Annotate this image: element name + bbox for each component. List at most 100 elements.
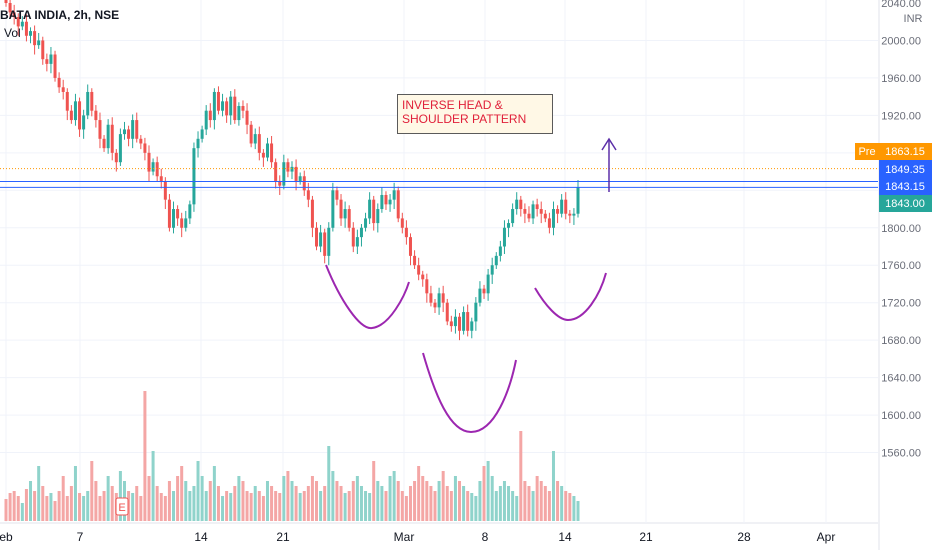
volume-bar: [519, 431, 523, 521]
candle-body: [466, 312, 470, 331]
volume-bar: [458, 481, 462, 521]
candle-body: [86, 91, 90, 116]
volume-bar: [539, 481, 543, 521]
candle-body: [261, 152, 265, 158]
candle-body: [531, 204, 535, 219]
volume-bar: [24, 489, 28, 521]
volume-bar: [572, 496, 576, 521]
candle-body: [188, 204, 192, 219]
candle-body: [78, 101, 82, 130]
candle-body: [306, 190, 310, 200]
candle-body: [392, 190, 396, 200]
volume-bar: [462, 486, 466, 521]
candle-body: [445, 302, 449, 322]
candle-body: [343, 209, 347, 219]
candle-body: [568, 213, 572, 216]
candle-body: [421, 274, 425, 280]
candle-body: [547, 218, 551, 228]
pattern-annotation: INVERSE HEAD & SHOULDER PATTERN: [397, 94, 553, 134]
candle-body: [127, 129, 131, 139]
candle-body: [110, 124, 114, 153]
candle-body: [196, 138, 200, 149]
volume-bar: [437, 481, 441, 521]
volume-bar: [180, 466, 184, 521]
candle-body: [24, 21, 28, 36]
volume-bar: [33, 491, 37, 521]
candle-body: [20, 21, 24, 27]
volume-bar: [445, 486, 449, 521]
volume-bar: [265, 481, 269, 521]
volume-bar: [368, 493, 372, 521]
candle-body: [270, 143, 274, 163]
candle-body: [494, 255, 498, 266]
pre-value-text: 1863.15: [885, 146, 925, 158]
candle-body: [298, 176, 302, 181]
candle-body: [118, 134, 122, 163]
candle-body: [458, 316, 462, 331]
candle-body: [114, 152, 118, 163]
candle-body: [90, 91, 94, 111]
candle-body: [372, 199, 376, 224]
volume-bar: [331, 471, 335, 521]
volume-bar: [249, 493, 253, 521]
volume-bar: [167, 481, 171, 521]
volume-bar: [188, 491, 192, 521]
volume-bar: [216, 486, 220, 521]
candle-body: [102, 138, 106, 149]
candle-body: [453, 316, 457, 327]
volume-bar: [478, 481, 482, 521]
volume-bar: [98, 496, 102, 521]
volume-bar: [139, 496, 143, 521]
time-tick-label: 21: [276, 530, 290, 544]
volume-label: Vol: [4, 26, 21, 40]
volume-bar: [515, 496, 519, 521]
volume-bar: [20, 503, 24, 521]
candle-body: [462, 312, 466, 331]
candle-body: [319, 232, 323, 247]
volume-bar: [78, 493, 82, 521]
volume-bar: [429, 486, 433, 521]
volume-bar: [155, 486, 159, 521]
candle-body: [429, 293, 433, 303]
candle-body: [57, 77, 61, 88]
candle-body: [204, 110, 208, 130]
volume-bar: [421, 476, 425, 521]
volume-bar: [417, 466, 421, 521]
time-tick-label: 28: [737, 530, 751, 544]
volume-bar: [172, 491, 176, 521]
candle-body: [335, 190, 339, 200]
candle-body: [482, 288, 486, 294]
candle-body: [37, 40, 41, 46]
volume-bar: [298, 493, 302, 521]
volume-bar: [543, 486, 547, 521]
candle-body: [560, 199, 564, 214]
candle-body: [16, 17, 20, 27]
candle-body: [237, 106, 241, 121]
volume-bar: [413, 481, 417, 521]
candle-body: [212, 91, 216, 121]
last-price-badge: [879, 195, 932, 212]
symbol-title[interactable]: BATA INDIA, 2h, NSE: [0, 8, 120, 22]
candle-body: [351, 227, 355, 247]
candle-body: [315, 227, 319, 247]
candle-body: [368, 199, 372, 219]
breakout-arrow-head: [601, 137, 617, 151]
volume-bar: [274, 491, 278, 521]
pre-label-badge: [855, 143, 879, 160]
volume-bar: [359, 486, 363, 521]
candle-body: [331, 190, 335, 228]
volume-bar: [433, 491, 437, 521]
volume-bar: [86, 491, 90, 521]
candle-body: [408, 237, 412, 256]
price-tick-label: 1640.00: [881, 373, 921, 385]
candle-body: [502, 227, 506, 247]
candle-body: [29, 31, 33, 36]
candle-body: [176, 209, 180, 219]
candle-body: [200, 129, 204, 139]
candle-body: [556, 209, 560, 214]
volume-bar: [310, 476, 314, 521]
volume-bar: [339, 486, 343, 521]
last-price-text: 1843.00: [885, 198, 925, 210]
